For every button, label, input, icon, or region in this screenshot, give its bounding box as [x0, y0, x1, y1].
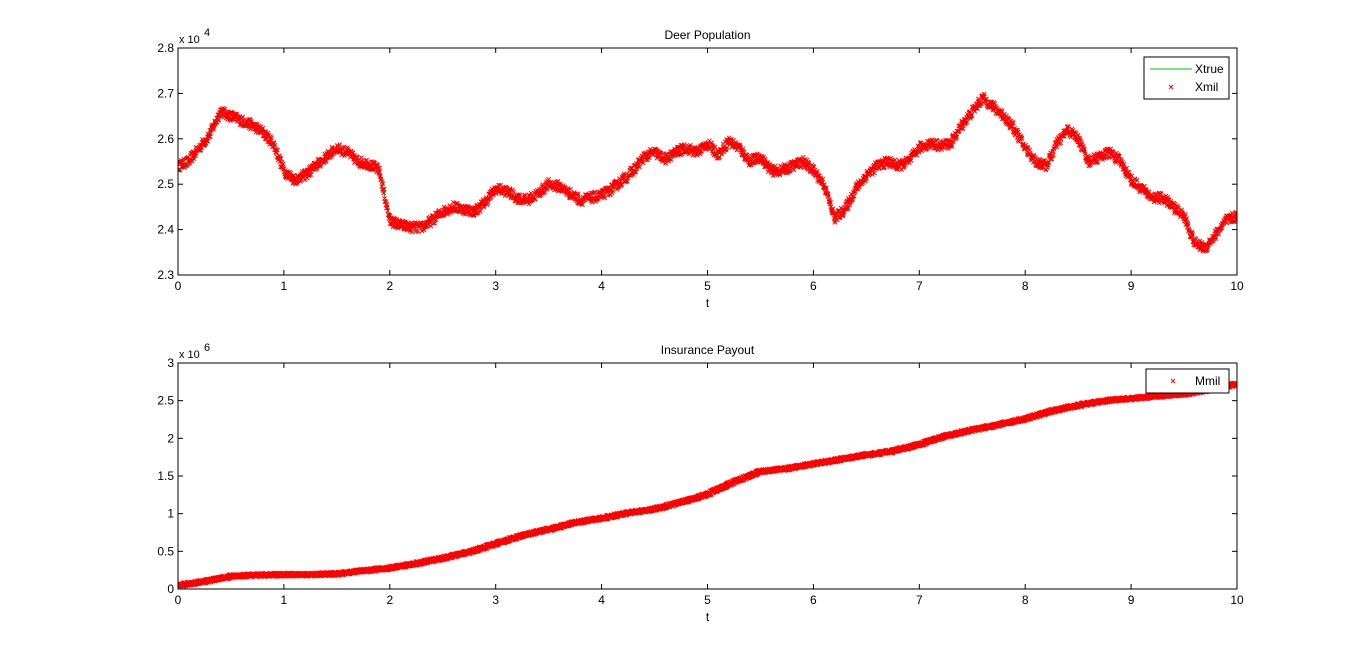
x-tick-label: 3	[492, 593, 499, 607]
y-tick-label: 0	[167, 582, 174, 596]
chart-title: Insurance Payout	[661, 343, 755, 357]
x-tick-label: 9	[1128, 279, 1135, 293]
y-tick-label: 2	[167, 431, 174, 445]
x-axis-label: t	[706, 610, 710, 624]
y-tick-label: 2.7	[157, 86, 174, 100]
y-tick-label: 2.5	[157, 177, 174, 191]
x-tick-label: 8	[1022, 279, 1029, 293]
plot-area	[178, 363, 1237, 589]
x-tick-label: 5	[704, 279, 711, 293]
x-tick-label: 6	[810, 279, 817, 293]
y-exponent: 4	[204, 27, 210, 39]
y-tick-label: 3	[167, 356, 174, 370]
x-tick-label: 6	[810, 593, 817, 607]
legend-label-xtrue: Xtrue	[1195, 62, 1224, 76]
x-tick-label: 5	[704, 593, 711, 607]
legend: Mmil	[1145, 368, 1230, 394]
x-tick-label: 1	[281, 593, 288, 607]
y-tick-label: 1.5	[157, 469, 174, 483]
y-tick-label: 1	[167, 507, 174, 521]
y-exponent-base: x 10	[179, 34, 200, 46]
y-tick-label: 2.4	[157, 223, 174, 237]
x-tick-label: 2	[386, 279, 393, 293]
legend-swatch-mmil	[1170, 378, 1176, 384]
x-tick-label: 8	[1022, 593, 1029, 607]
y-exponent-base: x 10	[179, 349, 200, 361]
legend-box	[1145, 368, 1230, 394]
series-marker-mmil	[178, 380, 1237, 589]
x-tick-label: 3	[492, 279, 499, 293]
x-tick-label: 4	[598, 593, 605, 607]
x-tick-label: 10	[1230, 593, 1244, 607]
legend-label-xmil: Xmil	[1195, 80, 1218, 94]
y-tick-label: 2.3	[157, 268, 174, 282]
y-tick-label: 2.8	[157, 41, 174, 55]
x-tick-label: 4	[598, 279, 605, 293]
x-tick-label: 7	[916, 593, 923, 607]
legend-label-mmil: Mmil	[1195, 374, 1220, 388]
series-marker-xmil	[178, 91, 1237, 254]
chart-title: Deer Population	[664, 28, 750, 42]
x-tick-label: 7	[916, 279, 923, 293]
series-markers-xmil	[178, 91, 1237, 254]
legend-swatch-xmil	[1168, 84, 1174, 90]
x-tick-label: 2	[386, 593, 393, 607]
legend: Xtrue Xmil	[1143, 56, 1230, 100]
series-markers-mmil	[178, 380, 1237, 589]
y-tick-label: 2.6	[157, 132, 174, 146]
x-tick-label: 0	[175, 593, 182, 607]
x-tick-label: 10	[1230, 279, 1244, 293]
deer-population-axes: 0 1 2 3 4 5 6 7 8 9 10 2.3 2.4 2.5 2.6 2.7 2.8 x 10 4 Deer …	[157, 27, 1244, 310]
x-tick-label: 0	[175, 279, 182, 293]
x-tick-label: 1	[281, 279, 288, 293]
insurance-payout-axes: 0 1 2 3 4 5 6 7 8 9 10 0 0.5 1 1.5 2 2.5 3 x 10 6 Insurance …	[157, 342, 1244, 624]
y-tick-label: 0.5	[157, 544, 174, 558]
x-tick-label: 9	[1128, 593, 1135, 607]
y-exponent: 6	[204, 342, 210, 354]
legend-box	[1143, 56, 1230, 100]
plot-area	[178, 48, 1237, 275]
y-tick-label: 2.5	[157, 394, 174, 408]
x-axis-label: t	[706, 296, 710, 310]
